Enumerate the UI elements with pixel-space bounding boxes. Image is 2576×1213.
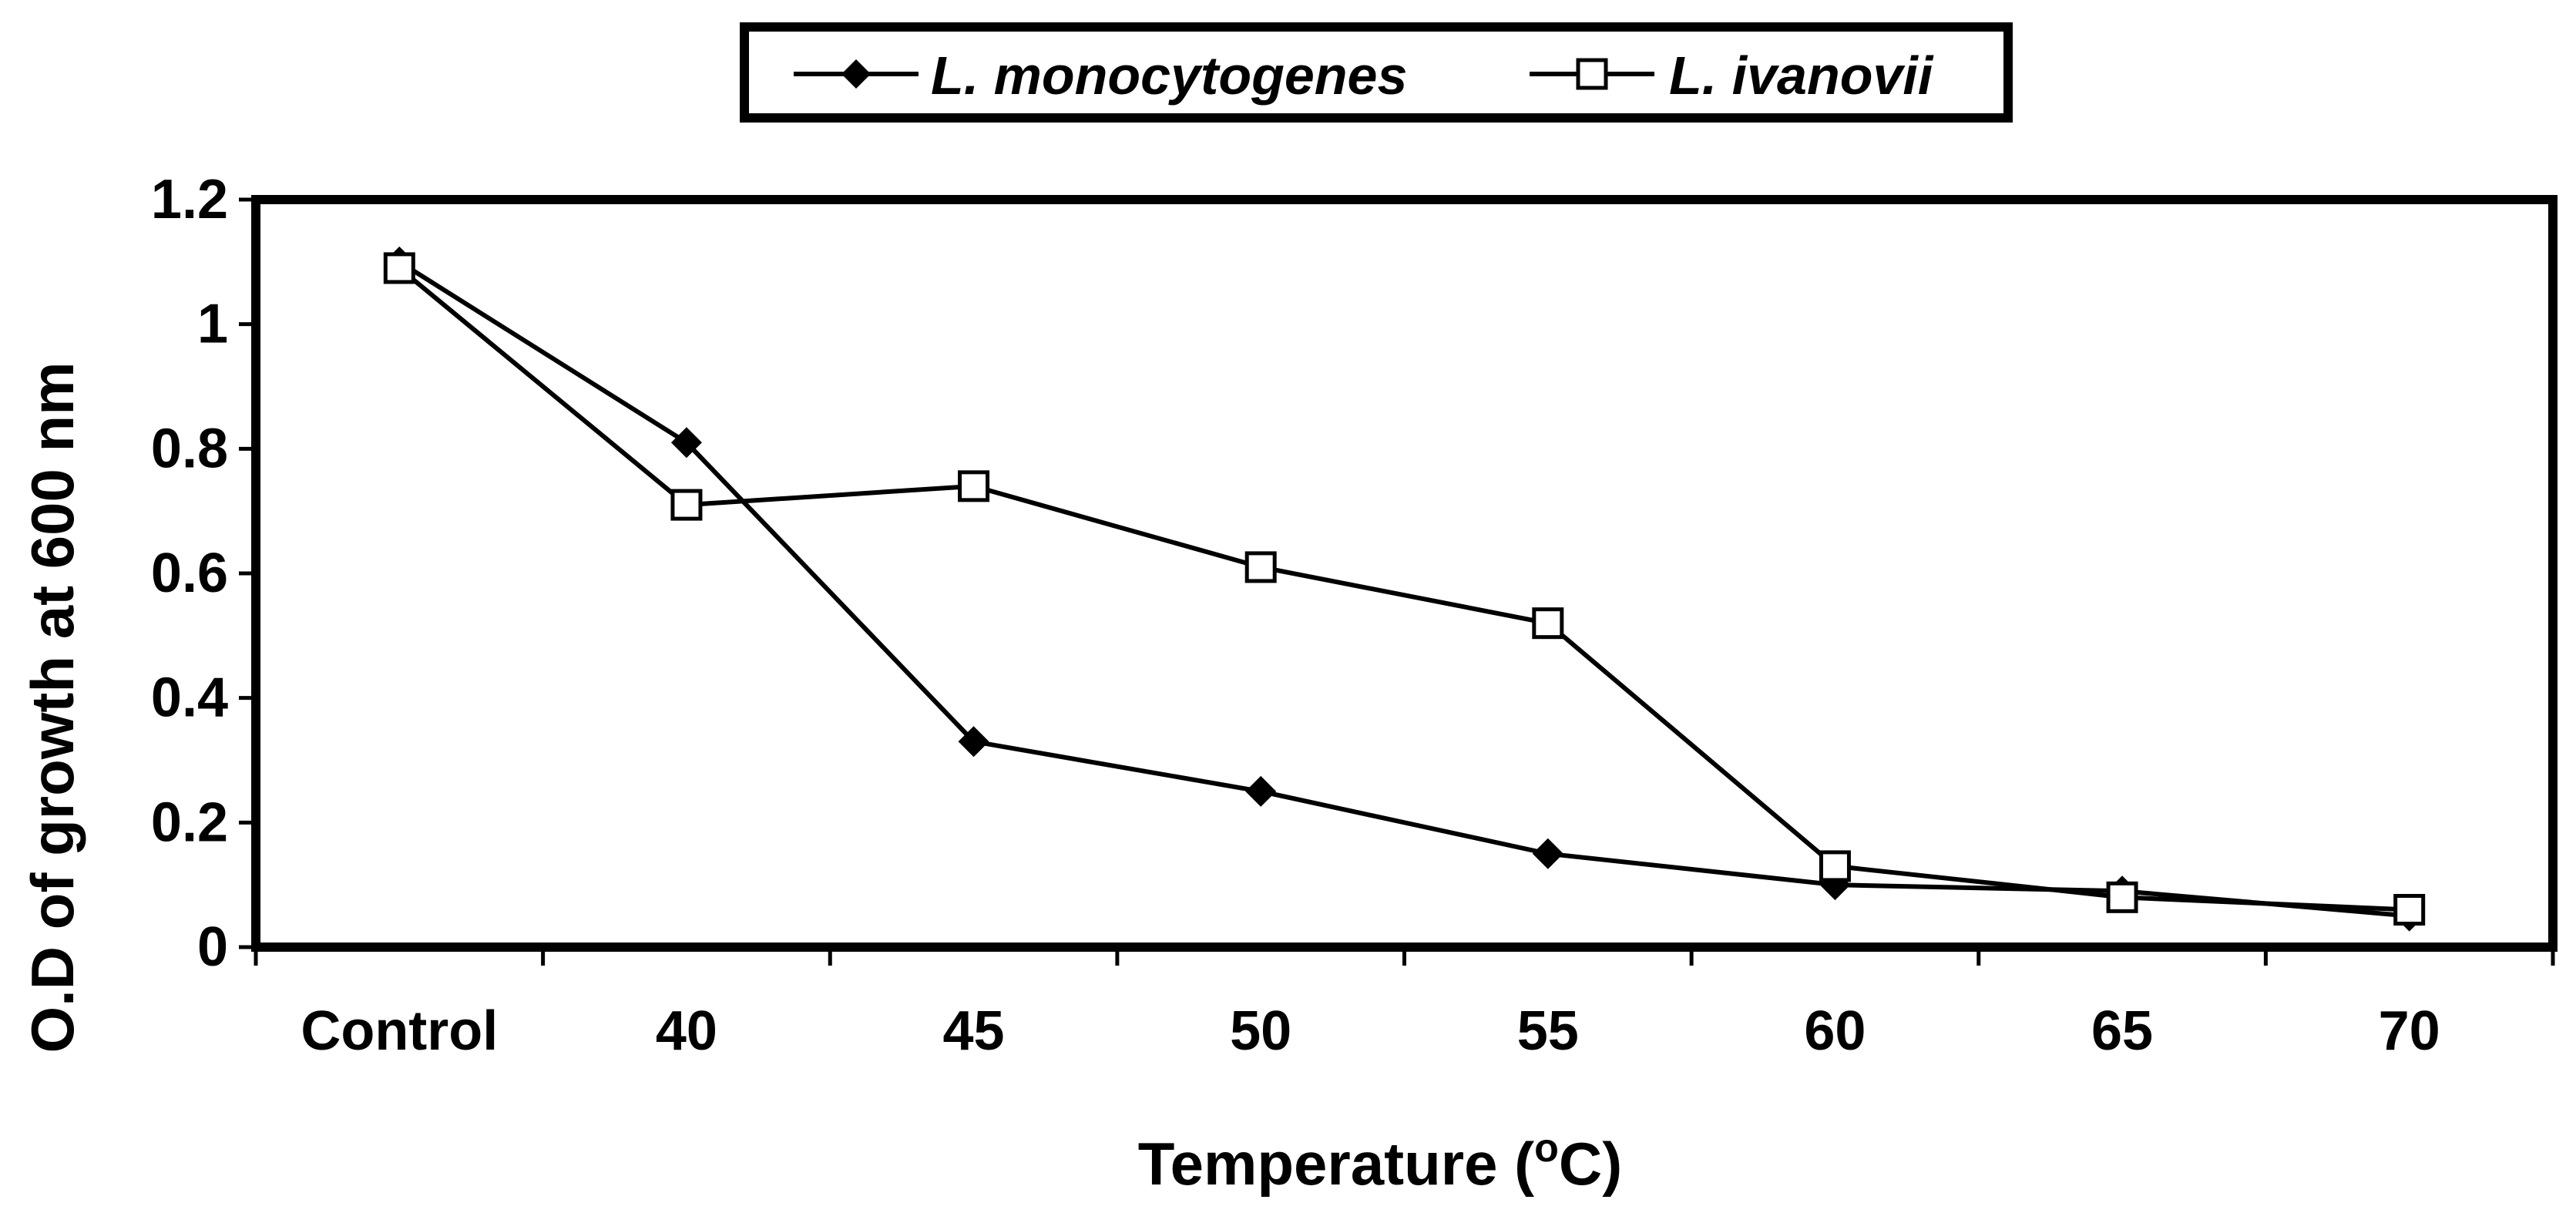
legend-label-l-monocytogenes: L. monocytogenes — [931, 45, 1407, 106]
y-tick-label: 0.6 — [151, 543, 228, 604]
legend-entry-l-monocytogenes: L. monocytogenes — [794, 45, 1407, 106]
data-point-square — [1244, 551, 1277, 583]
x-axis: Control 40 45 50 55 60 65 70 — [254, 947, 2555, 1062]
x-axis-unit-sup: o — [1534, 1126, 1559, 1171]
y-tick-label: 1 — [197, 294, 228, 355]
data-point-square — [670, 489, 703, 521]
plot-area-frame — [251, 195, 2558, 952]
series-line — [398, 266, 2410, 912]
x-tick-label: Control — [301, 1000, 498, 1062]
x-tick-label: 50 — [1230, 1000, 1291, 1062]
legend-marker-open-square — [1576, 58, 1608, 90]
x-tick-label: 55 — [1517, 1000, 1579, 1062]
data-point-diamond — [670, 427, 702, 459]
x-axis-title: Temperature (oC) — [1138, 1126, 1622, 1198]
y-tick-label: 0.2 — [151, 791, 228, 853]
series-layer — [383, 246, 2426, 932]
data-point-square — [2106, 881, 2138, 913]
data-point-diamond — [1245, 775, 1277, 807]
data-point-square — [958, 470, 990, 502]
data-point-square — [1819, 850, 1851, 882]
x-axis-unit-open: ( — [1514, 1130, 1534, 1198]
y-tick-label: 0.8 — [151, 418, 228, 479]
y-tick-label: 0.4 — [151, 667, 228, 729]
x-tick-label: 65 — [2091, 1000, 2153, 1062]
x-axis-title-text: Temperature — [1138, 1130, 1498, 1198]
series-l-ivanovii — [383, 252, 2426, 926]
x-axis-unit-close: C) — [1559, 1130, 1622, 1198]
legend-entry-l-ivanovii: L. ivanovii — [1530, 45, 1934, 106]
data-point-square — [1532, 607, 1564, 640]
y-axis: 0 0.2 0.4 0.6 0.8 1 1.2 — [151, 169, 256, 978]
y-tick-label: 1.2 — [151, 169, 228, 230]
x-tick-label: 60 — [1804, 1000, 1866, 1062]
data-point-square — [383, 252, 415, 284]
data-point-diamond — [958, 726, 989, 758]
x-tick-label: 40 — [656, 1000, 717, 1062]
legend: L. monocytogenes L. ivanovii — [740, 22, 2013, 123]
x-tick-label: 70 — [2379, 1000, 2440, 1062]
x-tick-label: 45 — [943, 1000, 1005, 1062]
data-point-square — [2393, 894, 2426, 926]
data-point-diamond — [1532, 838, 1563, 869]
legend-marker-filled-diamond — [841, 59, 871, 89]
y-tick-label: 0 — [197, 916, 228, 978]
legend-frame — [740, 22, 2013, 123]
legend-label-l-ivanovii: L. ivanovii — [1669, 45, 1934, 106]
y-axis-title: O.D of growth at 600 nm — [18, 361, 86, 1053]
